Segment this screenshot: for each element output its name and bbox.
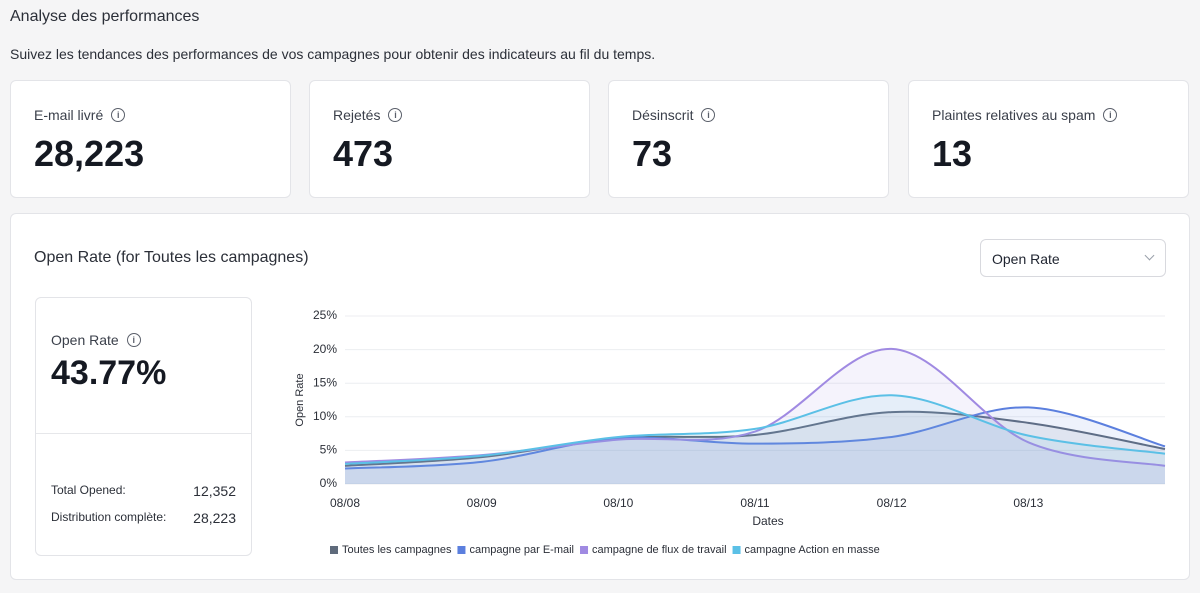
summary-row: Distribution complète: 28,223 — [51, 510, 236, 526]
divider — [36, 433, 251, 434]
legend-label: campagne Action en masse — [745, 544, 880, 556]
row-label: Total Opened: — [51, 483, 126, 497]
stat-value: 13 — [932, 133, 973, 174]
page-subtitle: Suivez les tendances des performances de… — [10, 46, 656, 62]
series-area — [345, 395, 1165, 484]
y-tick-label: 0% — [320, 476, 338, 490]
x-tick-label: 08/12 — [877, 496, 907, 510]
legend-label: campagne par E-mail — [469, 544, 574, 556]
stat-card: Rejetés i 473 — [309, 80, 590, 198]
panel-title: Open Rate (for Toutes les campagnes) — [34, 249, 309, 266]
stat-label: Rejetés — [333, 107, 381, 123]
y-tick-label: 25% — [313, 308, 337, 322]
info-icon[interactable]: i — [388, 108, 403, 122]
y-tick-label: 15% — [313, 375, 337, 389]
series-area — [345, 407, 1165, 484]
stat-label: E-mail livré — [34, 107, 104, 123]
y-tick-label: 20% — [313, 342, 337, 356]
row-value: 28,223 — [193, 510, 236, 526]
dropdown-value: Open Rate — [992, 251, 1060, 267]
summary-card: Open Rate i 43.77% Total Opened: 12,352 Di… — [35, 297, 252, 556]
x-tick-label: 08/09 — [467, 496, 497, 510]
metric-dropdown[interactable]: Open Rate — [980, 239, 1166, 277]
info-icon[interactable]: i — [1103, 108, 1118, 122]
stat-card: Désinscrit i 73 — [608, 80, 889, 198]
y-tick-label: 10% — [313, 409, 337, 423]
legend-swatch — [457, 546, 466, 554]
stat-value: 28,223 — [34, 133, 145, 174]
x-tick-label: 08/13 — [1013, 496, 1043, 510]
info-icon[interactable]: i — [701, 108, 716, 122]
summary-row: Total Opened: 12,352 — [51, 483, 236, 499]
info-icon[interactable]: i — [111, 108, 126, 122]
y-tick-label: 5% — [320, 443, 338, 457]
row-value: 12,352 — [193, 483, 236, 499]
stat-label: Plaintes relatives au spam — [932, 107, 1096, 123]
stat-card: Plaintes relatives au spam i 13 — [908, 80, 1189, 198]
legend-label: Toutes les campagnes — [342, 544, 452, 556]
series-line — [344, 394, 1166, 465]
legend-swatch — [732, 546, 741, 554]
chart-panel: Open Rate (for Toutes les campagnes) Ope… — [10, 213, 1190, 580]
series-area — [345, 411, 1165, 484]
stat-value: 73 — [632, 133, 673, 174]
y-axis-label: Open Rate — [294, 373, 306, 426]
stat-card: E-mail livré i 28,223 — [10, 80, 291, 198]
row-label: Distribution complète: — [51, 510, 167, 524]
stat-label: Désinscrit — [632, 107, 694, 123]
x-axis-label: Dates — [752, 514, 783, 528]
summary-value: 43.77% — [51, 354, 167, 392]
info-icon[interactable]: i — [126, 333, 141, 347]
summary-label: Open Rate — [51, 332, 119, 348]
series-line — [344, 410, 1166, 467]
page-title: Analyse des performances — [10, 8, 200, 25]
x-tick-label: 08/08 — [330, 496, 360, 510]
x-tick-label: 08/10 — [603, 496, 633, 510]
stat-value: 473 — [333, 133, 394, 174]
legend-swatch — [330, 546, 338, 554]
legend-label: campagne de flux de travail — [592, 544, 727, 556]
series-area — [345, 348, 1165, 484]
legend-swatch — [580, 546, 589, 554]
x-tick-label: 08/11 — [740, 496, 769, 510]
series-line — [344, 406, 1166, 470]
